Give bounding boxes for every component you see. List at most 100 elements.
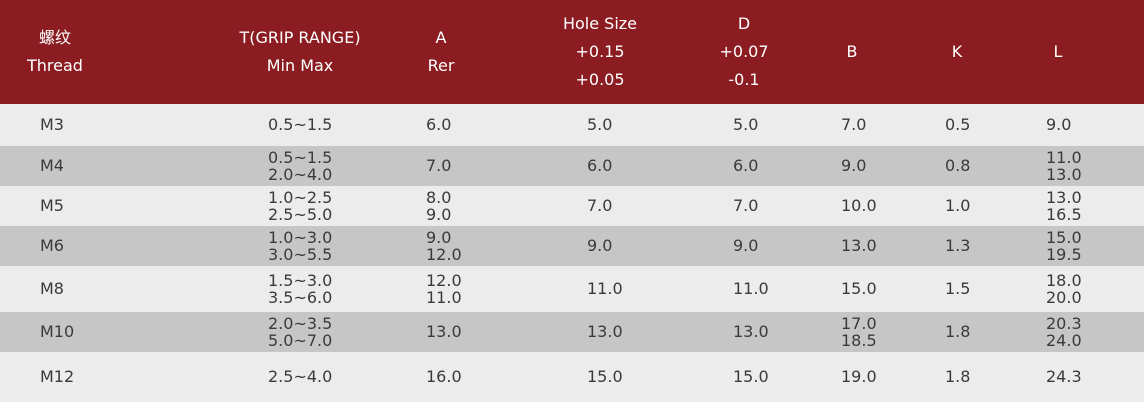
cell-d: 9.0 [733, 226, 758, 266]
cell-b: 7.0 [841, 104, 866, 146]
cell-grip-range-value: 0.5~1.5 [268, 148, 333, 167]
cell-l: 24.3 [1046, 352, 1082, 402]
cell-hole-size-value: 13.0 [587, 322, 623, 341]
table-row: M10 2.0~3.5 5.0~7.0 13.0 13.0 13.0 17.0 18.5 1.8… [0, 312, 1144, 352]
table-row: M8 1.5~3.0 3.5~6.0 12.0 11.0 11.0 11.0 15.0 1.5 1… [0, 266, 1144, 312]
cell-k: 0.5 [945, 104, 970, 146]
cell-b: 15.0 [841, 266, 877, 312]
cell-grip-range-value: 1.0~3.0 [268, 228, 333, 247]
cell-k-value: 1.8 [945, 367, 971, 386]
header-grip-range: T(GRIP RANGE) Min Max [218, 0, 382, 104]
header-hole-size-minus: +0.05 [575, 70, 625, 89]
cell-a: 16.0 [426, 352, 462, 402]
cell-hole-size: 9.0 [587, 226, 612, 266]
header-hole-size: Hole Size +0.15 +0.05 [540, 0, 660, 104]
cell-b: 13.0 [841, 226, 877, 266]
cell-a: 8.0 9.0 [426, 186, 451, 226]
header-hole-size-title: Hole Size [562, 14, 638, 33]
cell-grip-range-value: 1.5~3.0 [268, 271, 333, 290]
cell-l-value: 24.0 [1046, 331, 1082, 350]
cell-hole-size-value: 7.0 [587, 196, 613, 215]
cell-l-value: 9.0 [1046, 115, 1072, 134]
cell-grip-range: 1.0~3.0 3.0~5.5 [268, 226, 332, 266]
cell-l-value: 20.3 [1046, 314, 1082, 333]
cell-a-value: 6.0 [426, 115, 452, 134]
cell-a: 6.0 [426, 104, 451, 146]
cell-d-value: 6.0 [733, 156, 759, 175]
cell-a-value: 12.0 [426, 245, 462, 264]
cell-l: 13.0 16.5 [1046, 186, 1082, 226]
header-a-title: A [435, 28, 447, 47]
header-d: D +0.07 -0.1 [704, 0, 784, 104]
cell-b-value: 13.0 [841, 236, 877, 255]
cell-k-value: 0.5 [945, 115, 971, 134]
cell-grip-range: 1.5~3.0 3.5~6.0 [268, 266, 332, 312]
cell-k: 0.8 [945, 146, 970, 186]
cell-grip-range-value: 3.5~6.0 [268, 288, 333, 307]
cell-thread-value: M4 [40, 156, 64, 175]
cell-l: 15.0 19.5 [1046, 226, 1082, 266]
cell-a: 12.0 11.0 [426, 266, 462, 312]
cell-grip-range: 1.0~2.5 2.5~5.0 [268, 186, 332, 226]
cell-b-value: 15.0 [841, 279, 877, 298]
cell-k: 1.5 [945, 266, 970, 312]
cell-l: 11.0 13.0 [1046, 146, 1082, 186]
cell-b-value: 17.0 [841, 314, 877, 333]
cell-d-value: 5.0 [733, 115, 759, 134]
cell-k: 1.8 [945, 312, 970, 352]
table-row: M3 0.5~1.5 6.0 5.0 5.0 7.0 0.5 9.0 [0, 104, 1144, 146]
cell-d: 7.0 [733, 186, 758, 226]
cell-k-value: 1.0 [945, 196, 971, 215]
cell-thread: M12 [40, 352, 74, 402]
table-row: M6 1.0~3.0 3.0~5.5 9.0 12.0 9.0 9.0 13.0 1.3 15.0… [0, 226, 1144, 266]
cell-b: 17.0 18.5 [841, 312, 877, 352]
cell-d-value: 7.0 [733, 196, 759, 215]
cell-b-value: 18.5 [841, 331, 877, 350]
cell-b-value: 7.0 [841, 115, 867, 134]
cell-grip-range-value: 0.5~1.5 [268, 115, 333, 134]
cell-grip-range-value: 2.5~5.0 [268, 205, 333, 224]
cell-d: 15.0 [733, 352, 769, 402]
header-a: A Rer [410, 0, 472, 104]
cell-thread-value: M6 [40, 236, 64, 255]
table-header: 螺纹 Thread T(GRIP RANGE) Min Max A Rer Ho… [0, 0, 1144, 104]
header-d-minus: -0.1 [728, 70, 760, 89]
cell-k: 1.0 [945, 186, 970, 226]
header-d-plus: +0.07 [719, 42, 769, 61]
header-d-title: D [737, 14, 751, 33]
cell-l-value: 11.0 [1046, 148, 1082, 167]
cell-a-value: 16.0 [426, 367, 462, 386]
header-a-sub: Rer [427, 56, 455, 75]
cell-thread-value: M3 [40, 115, 64, 134]
cell-a-value: 9.0 [426, 228, 452, 247]
cell-k-value: 1.8 [945, 322, 971, 341]
cell-hole-size-value: 6.0 [587, 156, 613, 175]
cell-k-value: 1.3 [945, 236, 971, 255]
cell-b: 10.0 [841, 186, 877, 226]
table-row: M12 2.5~4.0 16.0 15.0 15.0 19.0 1.8 24.3 [0, 352, 1144, 402]
header-l-title: L [1053, 42, 1063, 61]
cell-grip-range-value: 5.0~7.0 [268, 331, 333, 350]
cell-l: 18.0 20.0 [1046, 266, 1082, 312]
cell-l: 20.3 24.0 [1046, 312, 1082, 352]
cell-hole-size: 6.0 [587, 146, 612, 186]
cell-b: 9.0 [841, 146, 866, 186]
cell-d-value: 13.0 [733, 322, 769, 341]
header-b-title: B [846, 42, 858, 61]
cell-thread: M3 [40, 104, 64, 146]
cell-hole-size-value: 15.0 [587, 367, 623, 386]
cell-hole-size-value: 9.0 [587, 236, 613, 255]
cell-grip-range-value: 3.0~5.5 [268, 245, 333, 264]
cell-d-value: 15.0 [733, 367, 769, 386]
cell-grip-range: 2.0~3.5 5.0~7.0 [268, 312, 332, 352]
cell-thread-value: M5 [40, 196, 64, 215]
cell-l-value: 15.0 [1046, 228, 1082, 247]
cell-d: 11.0 [733, 266, 769, 312]
header-thread-en: Thread [27, 56, 83, 75]
cell-a-value: 9.0 [426, 205, 452, 224]
cell-hole-size: 13.0 [587, 312, 623, 352]
cell-a-value: 12.0 [426, 271, 462, 290]
cell-d-value: 11.0 [733, 279, 769, 298]
cell-l-value: 20.0 [1046, 288, 1082, 307]
